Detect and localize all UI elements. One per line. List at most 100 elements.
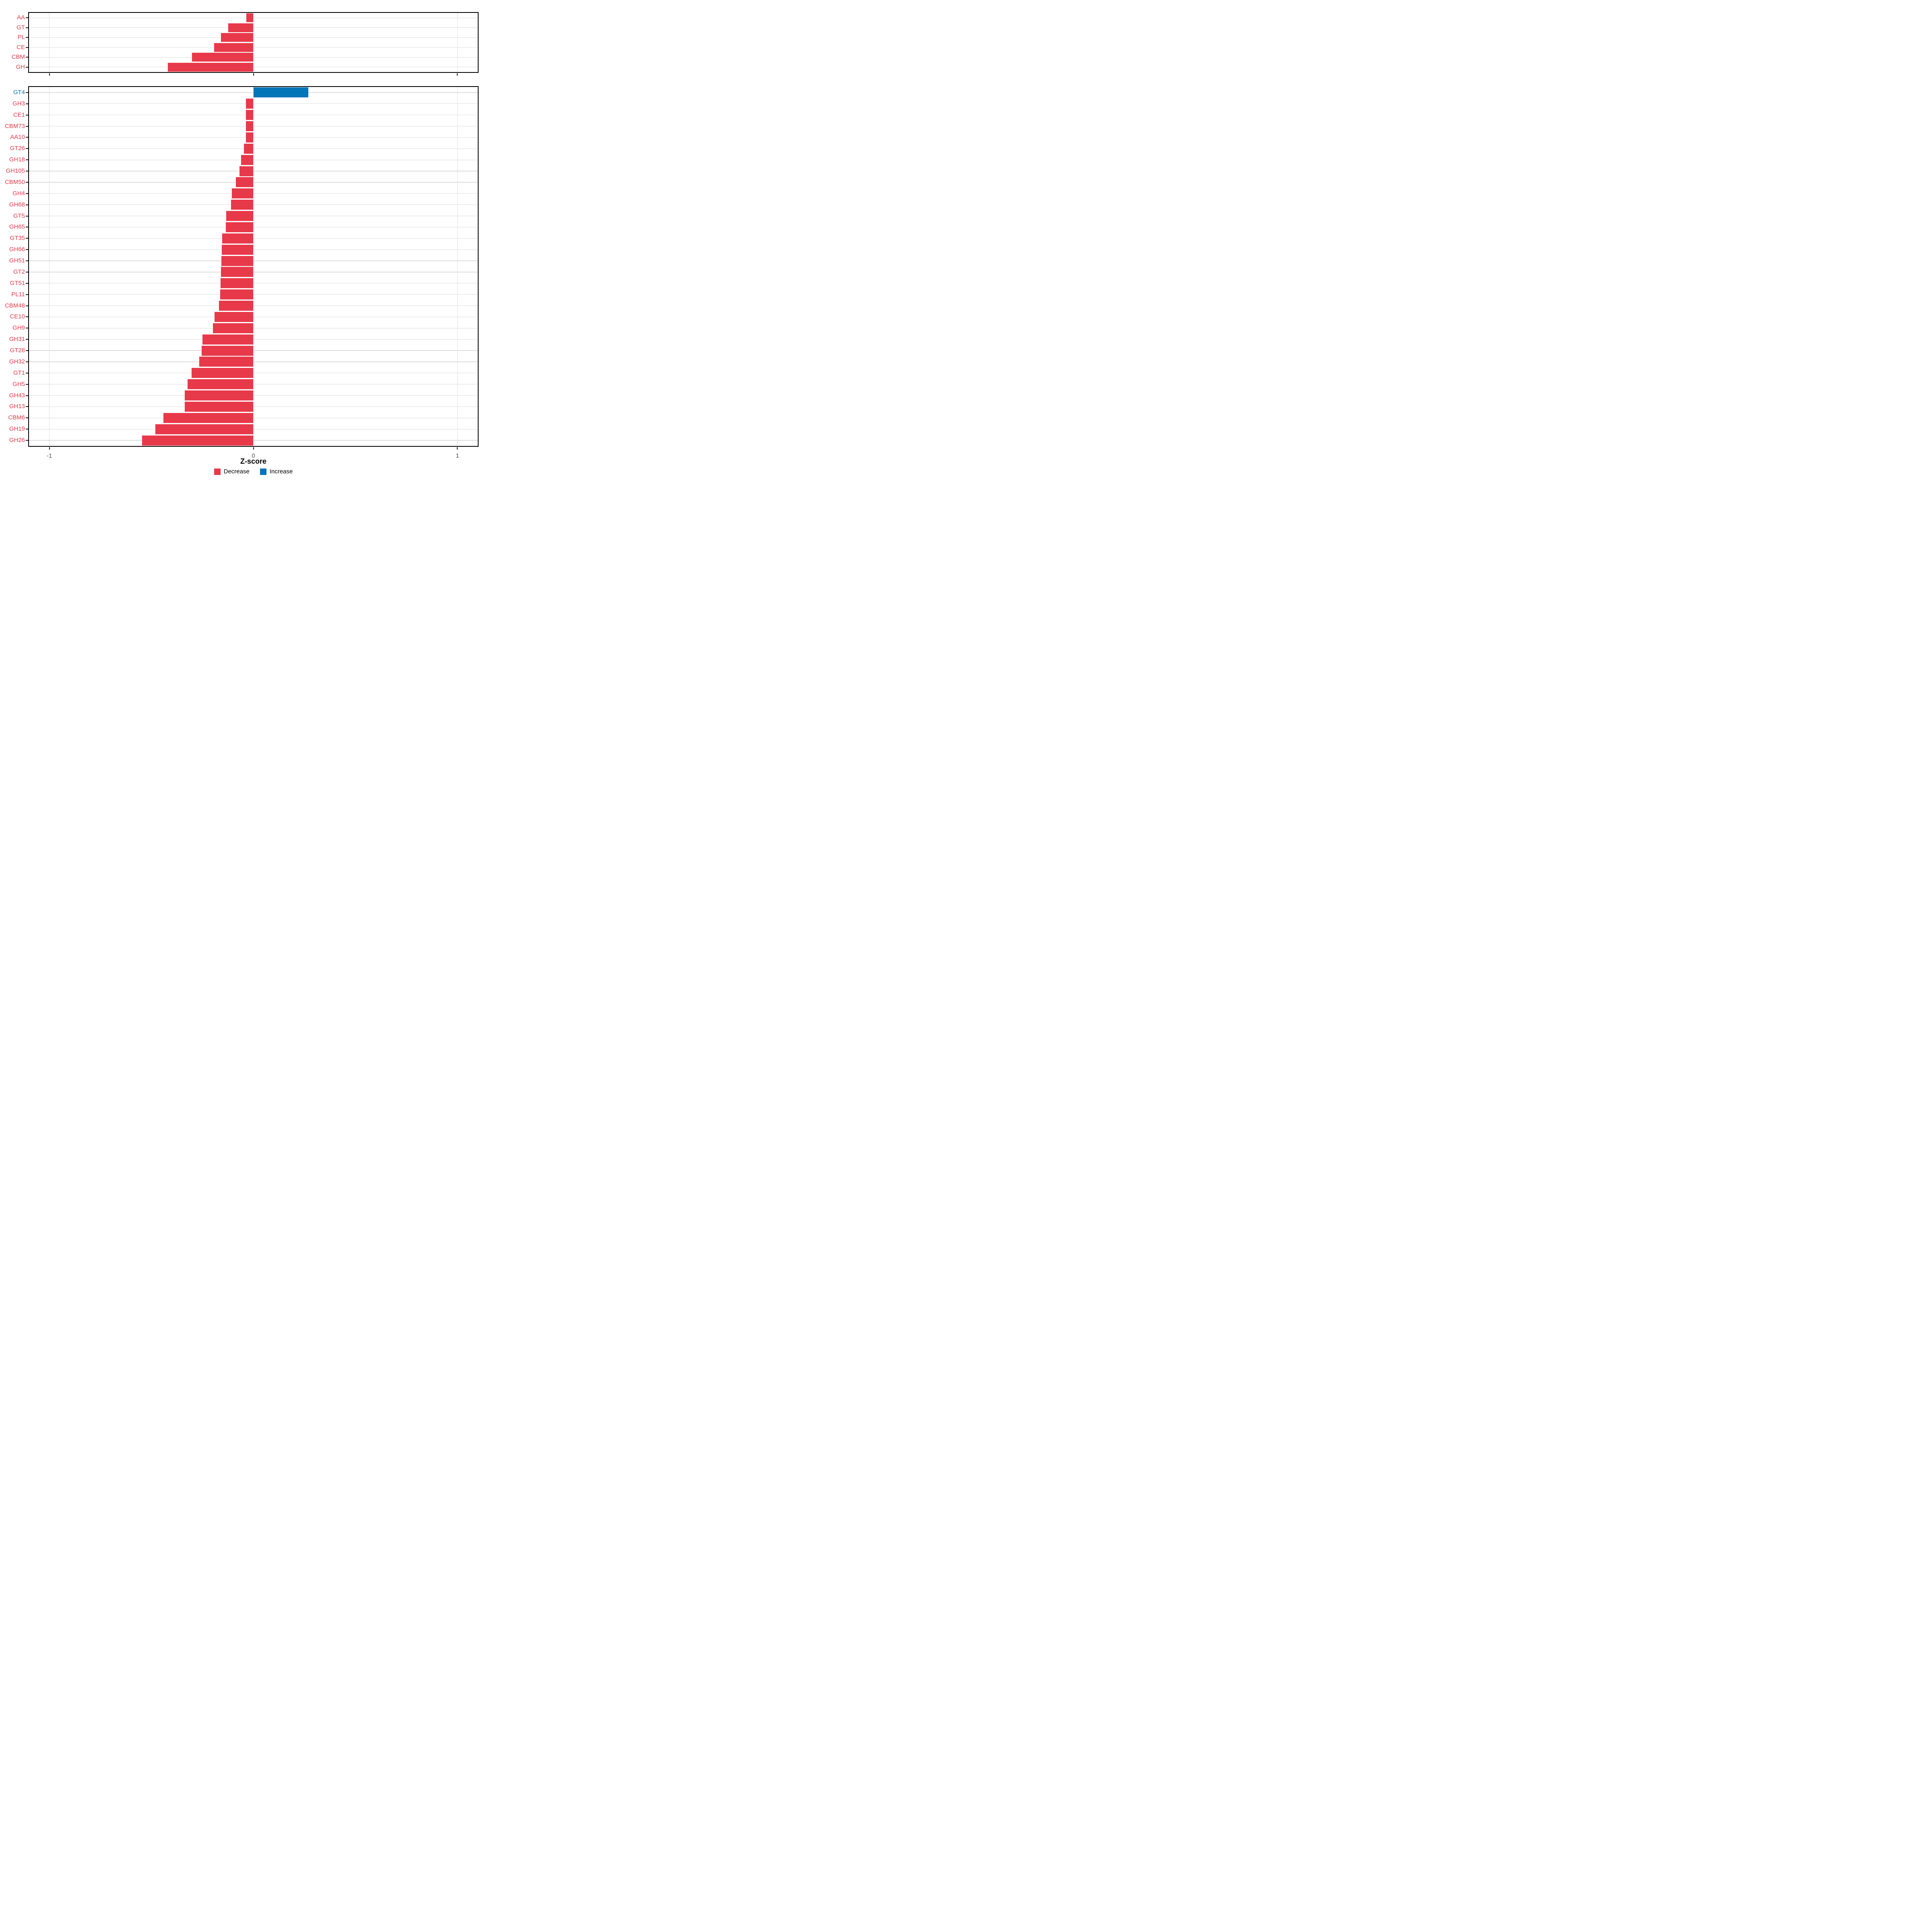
y-tick-mark (26, 283, 28, 284)
y-axis-label-CE10: CE10 (10, 313, 25, 320)
bar-GH43 (185, 390, 254, 401)
bar-CE (214, 43, 254, 52)
y-tick-mark (26, 66, 28, 68)
y-tick-mark (26, 57, 28, 58)
y-tick-mark (26, 114, 28, 116)
y-axis-label-GH65: GH65 (9, 223, 25, 231)
h-gridline (29, 260, 478, 261)
y-axis-label-GT35: GT35 (10, 235, 25, 242)
bar-AA10 (246, 132, 254, 142)
y-axis-label-CE1: CE1 (13, 111, 25, 118)
h-gridline (29, 294, 478, 295)
y-tick-mark (26, 395, 28, 396)
bar-GH32 (199, 357, 254, 367)
y-tick-mark (26, 350, 28, 351)
y-axis-label-GH: GH (16, 63, 25, 70)
y-tick-mark (26, 17, 28, 19)
bar-GT28 (201, 345, 254, 356)
y-tick-mark (26, 27, 28, 28)
bar-GH68 (231, 200, 254, 210)
h-gridline (29, 27, 478, 28)
x-tick-label: 0 (252, 452, 255, 459)
bar-PL (221, 33, 254, 42)
y-axis-label-GH43: GH43 (9, 392, 25, 399)
x-tick-label: -1 (47, 452, 52, 459)
x-tick-mark (49, 73, 50, 76)
y-tick-mark (26, 440, 28, 441)
x-tick-label: 1 (456, 452, 459, 459)
x-tick-mark (253, 73, 254, 76)
y-axis-label-GH18: GH18 (9, 156, 25, 163)
bar-CBM48 (219, 301, 254, 311)
bar-CBM6 (163, 413, 254, 423)
y-axis-label-GT26: GT26 (10, 145, 25, 152)
y-axis-label-CBM50: CBM50 (4, 178, 25, 186)
x-tick-mark (457, 73, 458, 76)
y-axis-label-CBM73: CBM73 (4, 122, 25, 130)
y-tick-mark (26, 260, 28, 262)
bar-CE1 (246, 110, 254, 120)
v-gridline (457, 87, 458, 446)
bar-GH9 (213, 323, 254, 333)
x-tick-mark (457, 447, 458, 450)
bar-GH26 (142, 435, 254, 446)
y-axis-label-GT5: GT5 (13, 212, 25, 219)
y-tick-mark (26, 384, 28, 385)
v-gridline (49, 13, 50, 72)
y-tick-mark (26, 215, 28, 217)
legend-item-increase: Increase (260, 468, 293, 475)
y-axis-label-GH31: GH31 (9, 336, 25, 343)
y-axis-label-CBM48: CBM48 (4, 302, 25, 309)
y-axis-label-GT2: GT2 (13, 268, 25, 275)
y-tick-mark (26, 339, 28, 340)
h-gridline (29, 37, 478, 38)
v-gridline (457, 13, 458, 72)
y-axis-label-GH105: GH105 (6, 167, 25, 175)
legend: Decrease Increase (28, 468, 479, 475)
bar-CBM73 (246, 121, 254, 132)
bar-GT2 (221, 267, 254, 277)
legend-item-decrease: Decrease (214, 468, 250, 475)
y-axis-label-AA10: AA10 (10, 134, 25, 141)
h-gridline (29, 238, 478, 239)
y-tick-mark (26, 361, 28, 362)
y-axis-label-GH4: GH4 (12, 190, 25, 197)
bar-GH105 (239, 166, 254, 176)
y-tick-mark (26, 204, 28, 205)
bar-GH (168, 62, 254, 72)
y-axis-label-GH9: GH9 (12, 324, 25, 332)
bar-PL11 (220, 289, 254, 300)
bar-GH5 (188, 379, 254, 390)
bar-GH51 (221, 256, 254, 266)
h-gridline (29, 204, 478, 205)
y-tick-mark (26, 182, 28, 183)
y-axis-label-AA: AA (17, 14, 25, 21)
h-gridline (29, 361, 478, 362)
y-axis-label-GT4: GT4 (13, 89, 25, 96)
bar-GT51 (221, 278, 254, 289)
y-axis-label-GH68: GH68 (9, 201, 25, 208)
y-tick-mark (26, 406, 28, 407)
y-tick-mark (26, 305, 28, 306)
bar-GH19 (155, 424, 254, 434)
bar-AA (246, 13, 254, 23)
y-axis-label-GH19: GH19 (9, 425, 25, 433)
y-axis-label-GT28: GT28 (10, 347, 25, 354)
legend-swatch-decrease (214, 468, 221, 475)
y-axis-label-GT1: GT1 (13, 369, 25, 376)
bar-GH4 (231, 188, 254, 199)
upper-panel: AA GT PL CE CBM GH (12, 12, 479, 76)
y-tick-mark (26, 316, 28, 318)
h-gridline (29, 193, 478, 194)
y-axis-label-PL: PL (17, 34, 25, 41)
y-axis-label-PL11: PL11 (11, 291, 25, 298)
h-gridline (29, 57, 478, 58)
zscore-bar-chart: AA GT PL CE CBM GH -1 0 1 GT4 GH3 CE1 CBM73 AA10 GT26… (0, 0, 483, 483)
x-axis-title: Z-score (240, 457, 267, 465)
y-tick-mark (26, 294, 28, 295)
bar-GT1 (191, 368, 254, 378)
y-tick-mark (26, 249, 28, 250)
y-axis-label-GH32: GH32 (9, 358, 25, 365)
v-gridline (253, 13, 254, 72)
h-gridline (29, 103, 478, 104)
